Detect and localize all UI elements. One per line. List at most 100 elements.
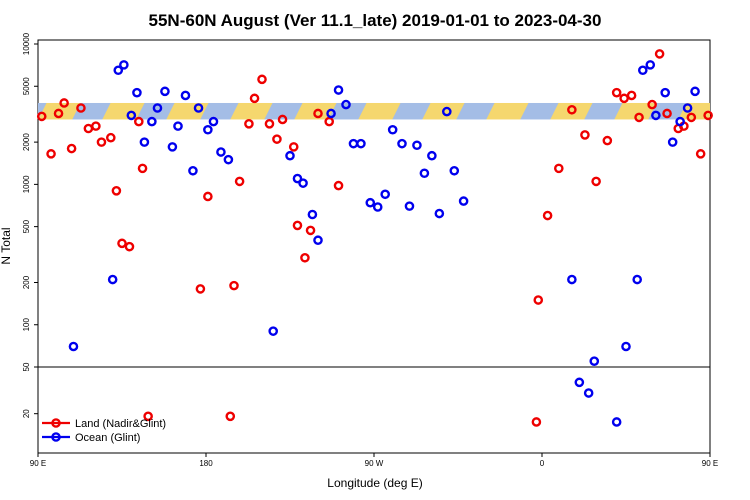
land-point [324, 116, 335, 127]
x-axis-ticks: 90 E 180 90 W 0 90 E [30, 453, 718, 468]
ocean-point [285, 150, 295, 161]
ocean-point [333, 85, 344, 95]
land-point [580, 130, 590, 140]
ocean-point [268, 326, 279, 336]
land-point [703, 110, 713, 121]
land-point [626, 90, 637, 101]
legend-ocean-marker [51, 432, 61, 442]
ocean-point [441, 106, 452, 117]
ocean-point [365, 197, 376, 208]
land-point [53, 108, 64, 119]
ocean-point [449, 165, 460, 176]
ocean-point [292, 173, 303, 184]
land-point [611, 87, 622, 98]
legend: Land (Nadir&Glint) Ocean (Glint) [42, 418, 166, 444]
plot-frame [37, 39, 711, 454]
ocean-point [458, 196, 469, 206]
ocean-point [427, 150, 437, 161]
land-point [46, 149, 56, 159]
y-tick-label: 5000 [22, 77, 31, 95]
ocean-point [180, 90, 191, 101]
land-point [305, 225, 316, 236]
land-point [272, 134, 282, 144]
land-point [137, 163, 148, 174]
ocean-point [682, 103, 693, 113]
land-point [531, 417, 542, 427]
ocean-series [68, 60, 700, 427]
ocean-point [667, 137, 678, 147]
ocean-point [152, 103, 163, 113]
land-point [244, 119, 254, 129]
land-point [533, 295, 544, 305]
ocean-point [638, 65, 648, 76]
ocean-point [372, 202, 383, 212]
ocean-point [567, 274, 577, 285]
land-point [654, 49, 665, 59]
land-point [96, 137, 107, 147]
ocean-point [660, 87, 671, 98]
land-point [83, 123, 94, 134]
ocean-point [397, 138, 407, 149]
ocean-point [188, 165, 198, 176]
land-point [117, 238, 127, 249]
land-point [542, 210, 553, 221]
ocean-point [160, 86, 170, 97]
ocean-point [380, 189, 391, 200]
y-axis-ticks: 20 50 100 200 500 1000 2000 5000 10000 [22, 32, 38, 418]
chart-title: 55N-60N August (Ver 11.1_late) 2019-01-0… [149, 11, 602, 30]
land-point [229, 280, 239, 291]
land-point [143, 411, 153, 422]
ocean-point [167, 142, 178, 152]
land-point [686, 112, 697, 123]
ocean-point [387, 124, 398, 135]
land-point [124, 241, 135, 252]
ocean-point [216, 147, 226, 157]
plot-border [37, 39, 711, 454]
land-point [133, 116, 144, 127]
land-point [591, 176, 601, 187]
ocean-point [412, 140, 422, 151]
y-tick-label: 2000 [22, 133, 31, 151]
ocean-point [147, 116, 157, 127]
land-point [602, 135, 613, 146]
x-tick-label: 90 W [365, 459, 384, 468]
land-point [662, 108, 672, 119]
land-point [91, 121, 101, 131]
ocean-point [589, 356, 600, 366]
legend-ocean-label: Ocean (Glint) [75, 432, 140, 444]
ocean-point [326, 108, 336, 119]
land-point [59, 98, 69, 108]
ocean-point [107, 274, 118, 285]
x-tick-label: 90 E [702, 459, 718, 468]
ocean-point [223, 154, 234, 165]
land-point [195, 284, 206, 294]
land-point [277, 114, 288, 125]
y-tick-label: 10000 [22, 32, 31, 55]
land-point [76, 103, 86, 113]
ocean-point [68, 341, 79, 352]
land-point [36, 111, 47, 122]
ocean-point [307, 209, 318, 220]
land-point [106, 132, 116, 143]
ocean-point [173, 121, 183, 131]
ocean-point [675, 116, 685, 127]
ocean-point [404, 201, 415, 211]
y-tick-label: 200 [22, 275, 31, 289]
ocean-point [119, 60, 129, 70]
ocean-point [611, 417, 622, 427]
y-axis-label: N Total [0, 227, 13, 264]
ocean-point [434, 208, 445, 219]
ocean-point [583, 388, 594, 398]
land-point [300, 252, 310, 263]
ocean-point [356, 138, 366, 149]
ocean-point [139, 137, 150, 147]
ocean-point [113, 65, 124, 76]
ocean-point [341, 99, 351, 110]
land-point [695, 149, 706, 159]
land-point [234, 176, 245, 187]
ocean-point [621, 341, 631, 352]
x-tick-label: 180 [199, 459, 213, 468]
ocean-point [348, 138, 359, 149]
land-point [288, 142, 299, 152]
